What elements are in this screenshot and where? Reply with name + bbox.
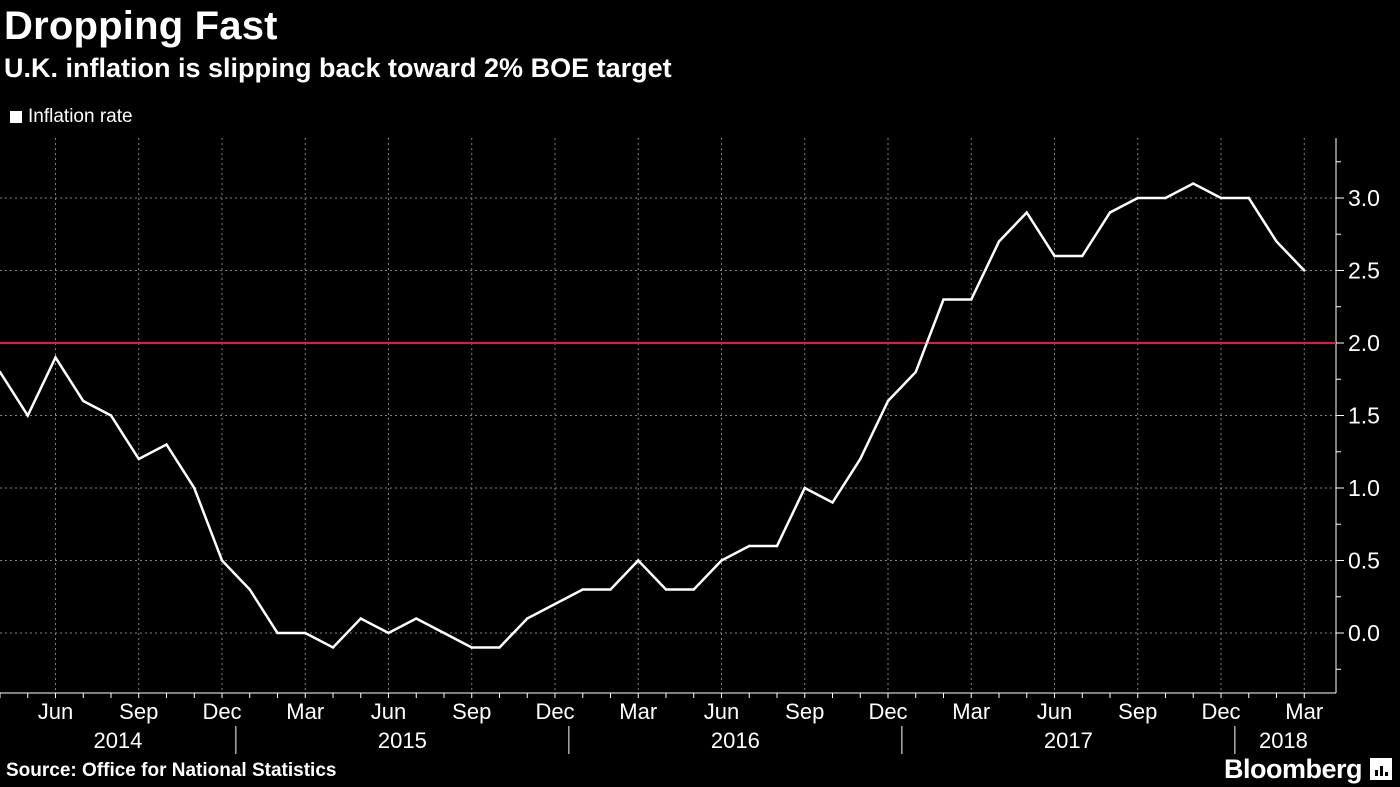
data-point — [1136, 196, 1139, 200]
data-point — [859, 457, 862, 461]
data-point — [581, 588, 584, 591]
x-tick-label: Mar — [619, 699, 657, 724]
data-point — [886, 399, 890, 403]
data-point — [970, 298, 973, 301]
data-point — [54, 356, 57, 359]
legend: Inflation rate — [10, 106, 133, 128]
x-tick-label: Mar — [1285, 699, 1323, 724]
x-tick-label: Mar — [286, 699, 324, 724]
x-tick-label: Jun — [371, 699, 406, 724]
source-note: Source: Office for National Statistics — [6, 760, 337, 781]
y-tick-label: 1.5 — [1348, 403, 1380, 429]
data-point — [1108, 211, 1112, 214]
data-point — [1053, 254, 1056, 258]
data-point — [137, 457, 140, 461]
x-year-label: 2016 — [711, 728, 760, 753]
data-point — [359, 617, 362, 620]
data-point — [553, 602, 557, 606]
legend-swatch — [10, 111, 22, 123]
data-point — [720, 559, 723, 562]
data-point — [942, 298, 945, 301]
x-tick-label: Jun — [1037, 699, 1072, 724]
x-tick-label: Mar — [952, 699, 990, 724]
data-point — [609, 588, 612, 591]
x-year-label: 2018 — [1259, 728, 1308, 753]
data-point — [1025, 211, 1028, 214]
data-point — [831, 501, 834, 504]
data-point — [193, 486, 196, 490]
data-point — [331, 646, 335, 649]
x-tick-label: Sep — [1118, 699, 1157, 724]
data-point — [637, 559, 640, 562]
x-year-label: 2017 — [1044, 728, 1093, 753]
y-tick-label: 0.5 — [1348, 548, 1380, 574]
data-point — [1081, 254, 1084, 258]
chart-subtitle: U.K. inflation is slipping back toward 2… — [4, 53, 672, 83]
x-tick-label: Dec — [868, 699, 907, 724]
chart-title: Dropping Fast — [4, 4, 278, 48]
data-point — [82, 399, 85, 403]
data-point — [442, 631, 446, 635]
x-tick-label: Dec — [202, 699, 241, 724]
data-point — [803, 486, 806, 490]
data-point — [470, 646, 473, 649]
y-tick-label: 1.0 — [1348, 475, 1380, 501]
data-point — [748, 544, 751, 548]
data-point — [109, 414, 113, 417]
data-point — [692, 588, 695, 591]
data-point — [415, 617, 418, 620]
data-point — [304, 631, 307, 635]
data-point — [1164, 196, 1167, 200]
series-line-inflation-rate — [0, 182, 1306, 650]
data-point — [220, 559, 224, 562]
data-point — [1247, 196, 1250, 200]
legend-label: Inflation rate — [28, 106, 133, 127]
x-tick-label: Sep — [452, 699, 491, 724]
data-point — [1192, 182, 1195, 185]
data-point — [276, 631, 279, 635]
x-tick-label: Dec — [535, 699, 574, 724]
data-point — [0, 370, 2, 374]
data-point — [1303, 269, 1306, 272]
data-point — [775, 544, 779, 548]
data-point — [248, 588, 251, 591]
data-point — [664, 588, 668, 591]
x-tick-label: Sep — [785, 699, 824, 724]
x-tick-label: Sep — [119, 699, 158, 724]
data-point — [526, 617, 529, 620]
data-point — [1275, 240, 1278, 243]
data-point — [1219, 196, 1223, 200]
y-tick-label: 2.5 — [1348, 258, 1380, 284]
data-point — [498, 646, 501, 649]
data-point — [387, 631, 390, 635]
y-tick-label: 3.0 — [1348, 185, 1380, 211]
x-year-label: 2014 — [93, 728, 142, 753]
brand-logo: Bloomberg — [1223, 754, 1363, 784]
bloomberg-chart-icon — [1370, 758, 1392, 780]
data-point — [997, 240, 1001, 243]
x-tick-label: Jun — [38, 699, 73, 724]
data-point — [914, 370, 917, 374]
data-point — [165, 443, 168, 446]
x-tick-label: Jun — [704, 699, 739, 724]
y-tick-label: 0.0 — [1348, 620, 1380, 646]
x-year-label: 2015 — [378, 728, 427, 753]
y-tick-label: 2.0 — [1348, 330, 1380, 356]
x-tick-label: Dec — [1201, 699, 1240, 724]
data-point — [26, 414, 29, 417]
